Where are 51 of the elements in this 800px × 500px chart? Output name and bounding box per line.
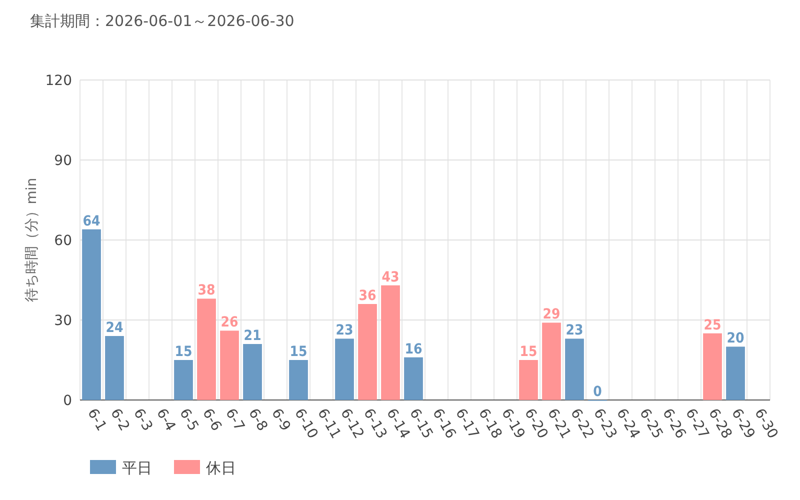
bar xyxy=(335,338,354,400)
x-tick-label: 6-9 xyxy=(268,406,294,434)
bar xyxy=(220,330,239,400)
data-label: 25 xyxy=(704,317,722,334)
data-label: 0 xyxy=(593,384,602,400)
data-label: 21 xyxy=(244,328,262,344)
data-label: 15 xyxy=(520,344,538,360)
x-tick-label: 6-3 xyxy=(130,406,156,434)
x-tick-label: 6-7 xyxy=(222,406,248,434)
y-tick-label: 90 xyxy=(54,153,72,169)
data-label: 16 xyxy=(404,341,422,358)
bar xyxy=(105,336,124,400)
bar xyxy=(703,333,722,400)
chart-title: 集計期間：2026-06-01～2026-06-30 xyxy=(30,12,294,30)
x-tick-label: 6-1 xyxy=(84,406,110,434)
data-label: 15 xyxy=(174,344,192,360)
x-tick-label: 6-6 xyxy=(199,406,224,434)
legend-label: 休日 xyxy=(206,459,236,477)
data-label: 23 xyxy=(566,322,584,339)
bar xyxy=(381,285,400,400)
bar xyxy=(82,229,101,400)
bar xyxy=(726,346,745,400)
bar xyxy=(565,338,584,400)
y-tick-label: 120 xyxy=(45,73,72,89)
data-label: 23 xyxy=(336,322,354,339)
bar xyxy=(404,357,423,400)
legend-label: 平日 xyxy=(122,459,152,477)
data-label: 20 xyxy=(726,330,744,347)
y-tick-label: 30 xyxy=(54,313,72,329)
data-label: 29 xyxy=(542,306,560,323)
y-tick-label: 60 xyxy=(54,233,72,249)
bar xyxy=(174,360,193,400)
data-label: 15 xyxy=(290,344,308,360)
y-tick-label: 0 xyxy=(63,393,72,409)
x-tick-label: 6-2 xyxy=(107,406,132,434)
data-label: 64 xyxy=(82,213,100,230)
data-label: 26 xyxy=(220,314,238,331)
y-axis-title: 待ち時間（分）min xyxy=(24,178,40,302)
data-label: 38 xyxy=(198,282,216,299)
x-tick-label: 6-5 xyxy=(176,406,202,434)
bar xyxy=(289,360,308,400)
bar xyxy=(197,298,216,400)
data-label: 36 xyxy=(358,288,376,304)
bar xyxy=(358,304,377,400)
x-tick-label: 6-4 xyxy=(153,406,178,434)
bar xyxy=(519,360,538,400)
x-tick-label: 6-8 xyxy=(245,406,270,434)
data-label: 24 xyxy=(106,320,124,336)
data-label: 43 xyxy=(382,269,400,286)
bar xyxy=(243,344,262,400)
bar xyxy=(542,322,561,400)
